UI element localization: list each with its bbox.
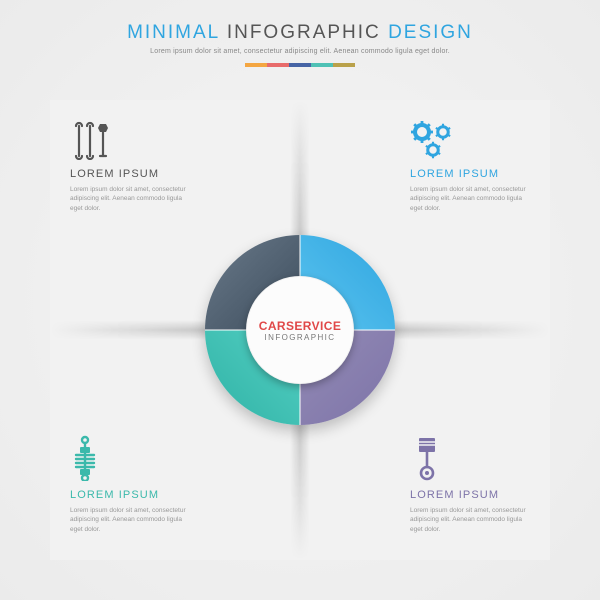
page-title: MINIMAL INFOGRAPHIC DESIGN: [0, 22, 600, 44]
title-word-3: DESIGN: [388, 22, 473, 43]
accent-bar: [0, 63, 600, 67]
header: MINIMAL INFOGRAPHIC DESIGN Lorem ipsum d…: [0, 0, 600, 67]
accent-bar-seg: [289, 63, 311, 67]
quadrant-bl: LOREM IPSUM Lorem ipsum dolor sit amet, …: [70, 437, 190, 534]
quadrant-body: Lorem ipsum dolor sit amet, consectetur …: [70, 185, 190, 213]
quadrant-heading: LOREM IPSUM: [410, 168, 530, 180]
accent-bar-seg: [267, 63, 289, 67]
quadrant-tr: LOREM IPSUM Lorem ipsum dolor sit amet, …: [410, 116, 530, 213]
quadrant-body: Lorem ipsum dolor sit amet, consectetur …: [70, 506, 190, 534]
quadrant-heading: LOREM IPSUM: [410, 489, 530, 501]
quadrant-br: LOREM IPSUM Lorem ipsum dolor sit amet, …: [410, 437, 530, 534]
accent-bar-seg: [245, 63, 267, 67]
hub-title: CARSERVICE: [259, 319, 341, 333]
gears-icon: [410, 116, 530, 160]
title-word-1: MINIMAL: [127, 22, 219, 43]
quadrant-body: Lorem ipsum dolor sit amet, consectetur …: [410, 506, 530, 534]
piston-icon: [410, 437, 530, 481]
infographic-stage: LOREM IPSUM Lorem ipsum dolor sit amet, …: [50, 100, 550, 560]
quadrant-heading: LOREM IPSUM: [70, 489, 190, 501]
quadrant-body: Lorem ipsum dolor sit amet, consectetur …: [410, 185, 530, 213]
accent-bar-seg: [333, 63, 355, 67]
quadrant-heading: LOREM IPSUM: [70, 168, 190, 180]
hub-subtitle: INFOGRAPHIC: [265, 333, 336, 342]
wrench-set-icon: [70, 116, 190, 160]
shock-absorber-icon: [70, 437, 190, 481]
ring-hub: CARSERVICE INFOGRAPHIC: [246, 276, 354, 384]
page-subtitle: Lorem ipsum dolor sit amet, consectetur …: [0, 48, 600, 55]
title-word-2: INFOGRAPHIC: [227, 22, 381, 43]
quadrant-tl: LOREM IPSUM Lorem ipsum dolor sit amet, …: [70, 116, 190, 213]
accent-bar-seg: [311, 63, 333, 67]
